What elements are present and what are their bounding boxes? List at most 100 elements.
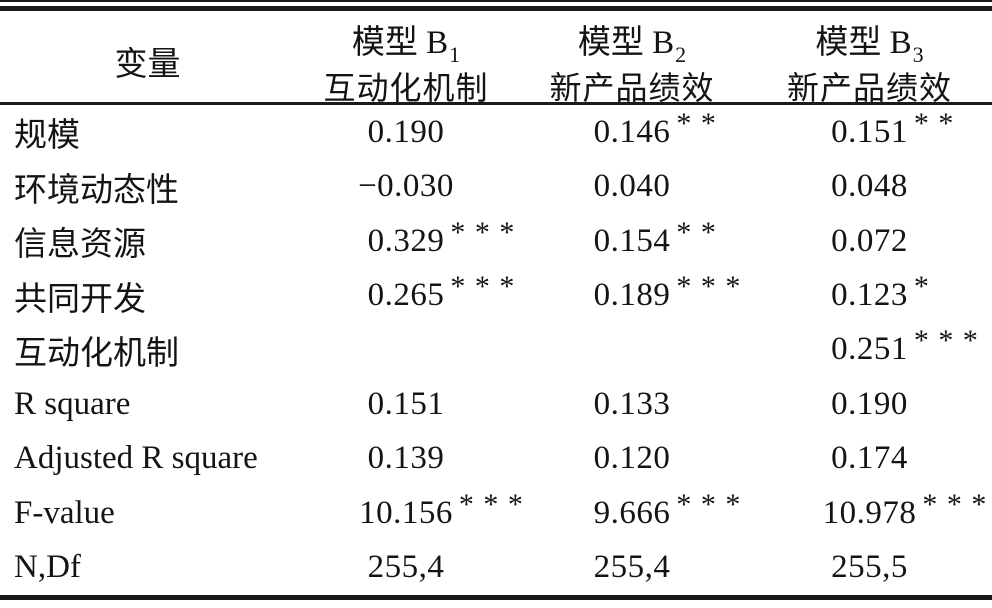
cell-value: 0.174 [831, 440, 908, 477]
cell-value: −0.030 [358, 168, 454, 205]
model-subscript: 2 [675, 42, 687, 67]
cell-value: 10.978 [822, 494, 917, 531]
cell-value: 0.189 [593, 277, 671, 314]
cell-m2: 255,4 [517, 541, 747, 595]
row-label: F-value [14, 494, 115, 531]
row-label: 规模 [14, 118, 80, 155]
row-label: 共同开发 [14, 281, 146, 318]
row-label: R square [14, 385, 131, 422]
cell-m3: 0.251 * * * [747, 323, 992, 377]
table-body: 规模 0.190 0.146 * * 0.151 * * 环境动态性 −0.030 … [0, 105, 992, 595]
row-label: N,Df [14, 549, 81, 586]
cell-m1: −0.030 [295, 159, 517, 213]
model-subscript: 1 [449, 42, 461, 67]
cell-m3: 0.151 * * [747, 105, 992, 159]
model-name: 模型 B [351, 25, 449, 61]
significance-stars: * * * [458, 487, 524, 521]
cell-m3: 255,5 [747, 541, 992, 595]
cell-m3: 0.072 [747, 214, 992, 268]
model-subscript: 3 [912, 42, 924, 67]
model-name: 模型 B [577, 25, 675, 61]
cell-m2: 0.154 * * [517, 214, 747, 268]
cell-m1 [295, 323, 517, 377]
significance-stars: * * * [913, 324, 979, 358]
cell-value: 0.190 [367, 113, 445, 150]
cell-value: 0.151 [831, 113, 908, 150]
cell-m2: 0.120 [517, 432, 747, 486]
cell-m1: 255,4 [295, 541, 517, 595]
cell-m1: 0.139 [295, 432, 517, 486]
bottom-rule-line [0, 595, 992, 600]
model-title-b2: 模型 B2 [577, 15, 686, 67]
cell-m3: 0.174 [747, 432, 992, 486]
significance-stars: * * * [676, 270, 742, 304]
cell-m2: 0.146 * * [517, 105, 747, 159]
model-column-header-b1: 模型 B1 互动化机制 [295, 11, 517, 111]
header-divider-line [0, 102, 992, 105]
table-row: Adjusted R square 0.139 0.120 0.174 [0, 432, 992, 486]
cell-m3: 0.123 * [747, 268, 992, 322]
table-row: 互动化机制 0.251 * * * [0, 323, 992, 377]
cell-value: 0.146 [593, 113, 671, 150]
cell-m3: 0.048 [747, 159, 992, 213]
row-label: 信息资源 [14, 227, 146, 264]
model-column-header-b3: 模型 B3 新产品绩效 [747, 11, 992, 111]
model-name: 模型 B [815, 25, 912, 61]
significance-stars: * * [676, 215, 717, 249]
cell-m1: 0.190 [295, 105, 517, 159]
cell-value: 255,4 [367, 549, 445, 586]
cell-value: 0.190 [831, 385, 908, 422]
cell-value: 0.154 [593, 222, 671, 259]
cell-value: 0.329 [367, 222, 445, 259]
cell-value: 9.666 [593, 494, 671, 531]
model-measure-label: 新产品绩效 [786, 70, 952, 106]
model-measure-label: 新产品绩效 [549, 70, 715, 106]
cell-m2 [517, 323, 747, 377]
variable-column-header: 变量 [114, 47, 181, 83]
significance-stars: * * * [922, 487, 988, 521]
top-rule-thin-line [0, 0, 992, 2]
cell-m3: 10.978 * * * [747, 486, 992, 540]
cell-m2: 0.189 * * * [517, 268, 747, 322]
cell-value: 10.156 [359, 494, 453, 531]
cell-value: 255,5 [831, 549, 908, 586]
table-row: F-value 10.156 * * * 9.666 * * * 10.978 * *… [0, 486, 992, 540]
cell-value: 0.072 [831, 222, 908, 259]
significance-stars: * * [913, 106, 955, 140]
significance-stars: * * * [450, 215, 516, 249]
cell-m2: 0.040 [517, 159, 747, 213]
cell-m1: 0.329 * * * [295, 214, 517, 268]
cell-m2: 9.666 * * * [517, 486, 747, 540]
model-column-header-b2: 模型 B2 新产品绩效 [517, 11, 747, 111]
cell-m1: 0.265 * * * [295, 268, 517, 322]
significance-stars: * [913, 270, 930, 304]
table-header-row: 变量 模型 B1 互动化机制 模型 B2 新产品绩效 模型 B3 新产品绩效 [0, 11, 992, 106]
table-row: N,Df 255,4 255,4 255,5 [0, 541, 992, 595]
cell-value: 0.251 [831, 331, 908, 368]
cell-m1: 0.151 [295, 377, 517, 431]
significance-stars: * * * [450, 270, 516, 304]
significance-stars: * * [676, 106, 717, 140]
cell-value: 0.139 [367, 440, 445, 477]
table-row: 环境动态性 −0.030 0.040 0.048 [0, 159, 992, 213]
model-measure-label: 互动化机制 [323, 70, 489, 106]
table-row: R square 0.151 0.133 0.190 [0, 377, 992, 431]
model-title-b1: 模型 B1 [351, 15, 460, 67]
table-row: 信息资源 0.329 * * * 0.154 * * 0.072 [0, 214, 992, 268]
cell-value: 0.265 [367, 277, 445, 314]
row-label: 互动化机制 [14, 335, 179, 372]
cell-value: 0.120 [593, 440, 671, 477]
cell-value: 0.048 [831, 168, 908, 205]
table-row: 规模 0.190 0.146 * * 0.151 * * [0, 105, 992, 159]
top-rule-thick-line [0, 6, 992, 11]
cell-value: 0.133 [593, 385, 671, 422]
cell-value: 0.123 [831, 277, 908, 314]
model-title-b3: 模型 B3 [815, 15, 923, 67]
cell-value: 0.040 [593, 168, 671, 205]
row-label: 环境动态性 [14, 172, 179, 209]
cell-value: 255,4 [593, 549, 671, 586]
table-row: 共同开发 0.265 * * * 0.189 * * * 0.123 * [0, 268, 992, 322]
significance-stars: * * * [676, 487, 742, 521]
cell-m1: 10.156 * * * [295, 486, 523, 540]
